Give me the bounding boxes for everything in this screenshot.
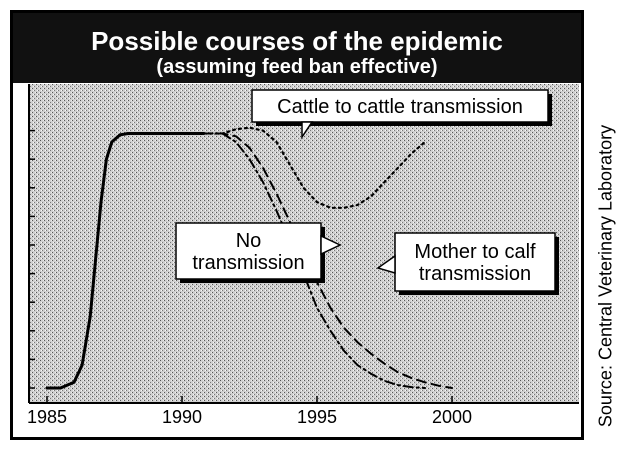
title-band [13,13,581,83]
source-note: Source: Central Veterinary Laboratory [595,124,616,428]
chart-subtitle: (assuming feed ban effective) [156,56,438,78]
series-line-dashdot [202,132,426,389]
x-tick-label: 2000 [432,407,472,427]
series-line-dashed [202,132,453,389]
callout-label: Mother to calf [414,241,536,263]
callout-box [394,232,556,292]
callout-label: No [236,230,262,252]
callout-box [175,222,322,280]
callout-label: transmission [419,263,531,285]
callout-label: transmission [192,252,304,274]
callout-label: Cattle to cattle transmission [277,96,523,118]
series-line-dotted [202,126,427,209]
callout-cattle: Cattle to cattle transmission [251,89,552,140]
callout-pointer [320,234,342,256]
x-tick-label: 1985 [27,407,67,427]
callout-box [251,89,549,123]
callout-pointer [376,254,396,275]
chart-title: Possible courses of the epidemic [91,26,503,56]
x-tick-label: 1990 [162,407,202,427]
axes: 1985 1990 1995 2000 [27,84,579,427]
callout-pointer [301,121,314,140]
series-line-solid [45,132,206,390]
x-tick-label: 1995 [297,407,337,427]
callout-layer: Cattle to cattle transmissionNotransmiss… [175,89,559,295]
series-layer [45,126,453,390]
